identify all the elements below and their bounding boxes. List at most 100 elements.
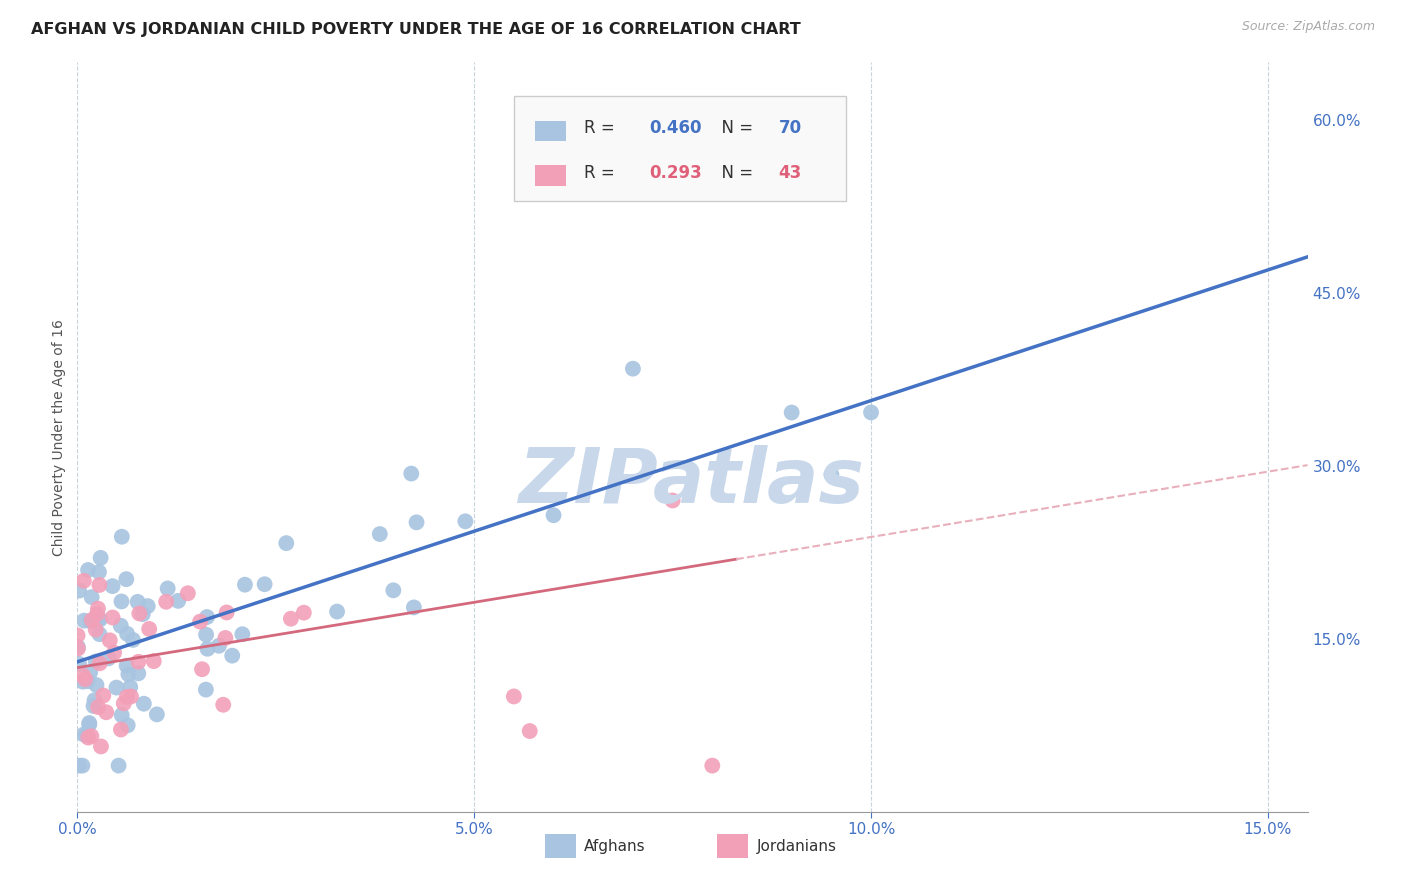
Point (89, 612, 111, 626)
Point (90, 739, 112, 754)
Text: 43: 43 (779, 163, 801, 182)
Text: Afghans: Afghans (585, 838, 645, 854)
Point (107, 758, 129, 772)
Point (67, 758, 90, 772)
FancyBboxPatch shape (536, 120, 565, 141)
Point (67, 583, 90, 598)
Point (454, 514, 477, 528)
Point (382, 583, 405, 598)
Point (197, 641, 219, 656)
Point (502, 690, 524, 704)
Point (276, 536, 298, 550)
Point (702, 758, 724, 772)
Point (75, 728, 97, 742)
Point (405, 516, 427, 530)
Point (86, 607, 108, 621)
Point (87, 601, 110, 615)
Point (215, 606, 238, 620)
Point (97, 651, 120, 665)
Point (72, 668, 94, 682)
Point (87, 565, 110, 579)
Point (820, 467, 842, 482)
Point (110, 618, 132, 632)
Point (156, 582, 179, 596)
Point (280, 612, 302, 626)
FancyBboxPatch shape (536, 166, 565, 186)
Point (138, 622, 160, 636)
Point (326, 605, 349, 619)
Text: Source: ZipAtlas.com: Source: ZipAtlas.com (1241, 20, 1375, 33)
Point (80, 613, 103, 627)
Point (77, 731, 100, 745)
Point (127, 655, 149, 669)
Point (117, 667, 139, 681)
Point (73, 614, 96, 628)
Text: ZIPatlas: ZIPatlas (519, 445, 866, 519)
Point (368, 527, 391, 541)
Point (84, 655, 107, 669)
Point (101, 610, 124, 624)
Point (127, 595, 149, 609)
Point (115, 690, 138, 704)
Point (195, 627, 218, 641)
FancyBboxPatch shape (717, 834, 748, 858)
Point (110, 594, 132, 608)
Point (233, 577, 256, 591)
Point (120, 690, 142, 704)
Point (80, 729, 103, 743)
Point (83, 698, 105, 713)
Point (98, 633, 121, 648)
Point (84, 623, 107, 637)
Point (402, 600, 425, 615)
Point (66, 641, 89, 656)
Point (212, 698, 235, 712)
Point (142, 654, 165, 668)
Point (519, 724, 541, 739)
Point (128, 607, 150, 621)
Point (73, 574, 96, 588)
Point (860, 405, 883, 419)
Text: R =: R = (585, 163, 620, 182)
Text: 70: 70 (779, 120, 801, 137)
Point (110, 723, 132, 737)
Point (543, 508, 565, 523)
Point (79, 614, 101, 628)
Text: 0.293: 0.293 (650, 163, 702, 182)
Point (86, 678, 108, 692)
Point (105, 681, 128, 695)
FancyBboxPatch shape (515, 96, 846, 201)
Point (90, 550, 112, 565)
Point (194, 682, 217, 697)
Point (132, 697, 155, 711)
Text: N =: N = (711, 163, 758, 182)
Point (89, 578, 111, 592)
Point (780, 405, 803, 419)
Point (66, 628, 89, 642)
Text: 0.460: 0.460 (650, 120, 702, 137)
Point (146, 707, 169, 722)
Text: AFGHAN VS JORDANIAN CHILD POVERTY UNDER THE AGE OF 16 CORRELATION CHART: AFGHAN VS JORDANIAN CHILD POVERTY UNDER … (31, 22, 800, 37)
Point (136, 599, 159, 613)
Point (87, 611, 110, 625)
FancyBboxPatch shape (546, 834, 575, 858)
Point (155, 595, 177, 609)
Point (89, 657, 111, 671)
Point (112, 697, 135, 711)
Point (191, 662, 214, 676)
Point (80, 590, 103, 604)
Point (91, 689, 114, 703)
Point (177, 586, 200, 600)
Point (122, 632, 145, 647)
Point (72, 674, 94, 689)
Point (231, 627, 253, 641)
Point (127, 666, 149, 681)
Point (214, 631, 236, 645)
Point (89, 627, 111, 641)
Point (73, 727, 96, 741)
Point (96, 705, 118, 719)
Point (111, 530, 134, 544)
Point (66, 640, 89, 654)
Point (120, 680, 142, 694)
Point (111, 708, 134, 723)
Point (132, 607, 155, 621)
